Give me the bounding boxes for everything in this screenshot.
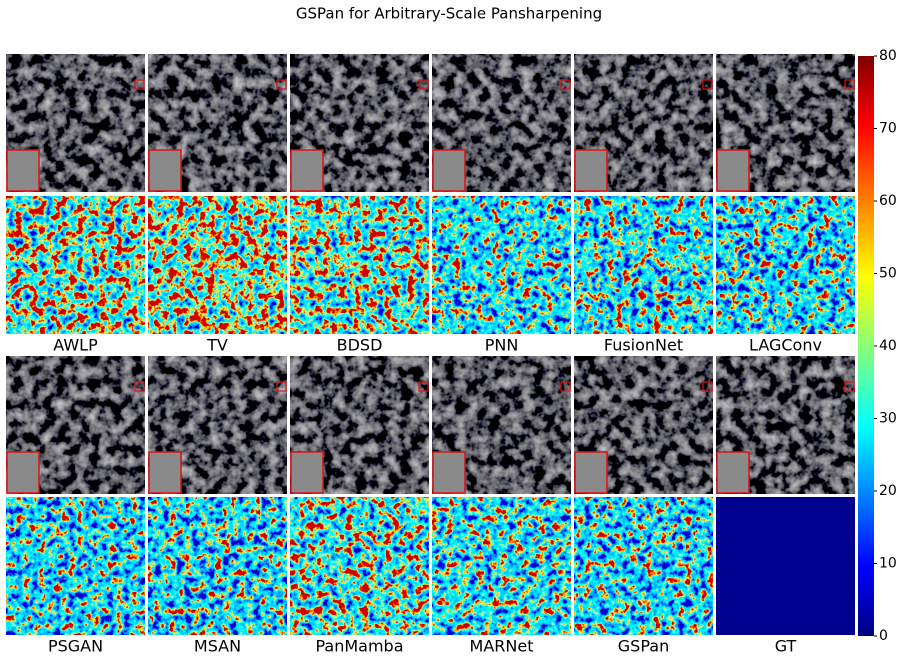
error-map	[148, 497, 287, 635]
method-label: FusionNet	[604, 336, 683, 355]
method-label: PSGAN	[48, 637, 103, 656]
zoom-box	[276, 79, 287, 90]
zoom-inset	[574, 451, 608, 494]
colorbar-tick-label: 50	[879, 266, 897, 282]
zoom-box	[560, 79, 571, 90]
error-map	[716, 196, 855, 334]
error-map	[290, 497, 429, 635]
colorbar-tick-label: 30	[879, 411, 897, 427]
colorbar-tick-label: 70	[879, 121, 897, 137]
zoom-inset	[148, 451, 182, 494]
zoom-box	[418, 381, 429, 392]
method-label: PanMamba	[315, 637, 403, 656]
zoom-box	[702, 381, 713, 392]
zoom-box	[276, 381, 287, 392]
error-map	[432, 497, 571, 635]
figure-title: GSPan for Arbitrary-Scale Pansharpening	[296, 5, 602, 23]
error-map	[290, 196, 429, 334]
zoom-inset	[432, 451, 466, 494]
method-label: GT	[775, 637, 797, 656]
method-label: LAGConv	[749, 336, 822, 355]
error-map	[6, 196, 145, 334]
zoom-inset	[6, 149, 40, 192]
zoom-inset	[716, 149, 750, 192]
method-label: TV	[206, 336, 228, 355]
zoom-inset	[432, 149, 466, 192]
panels: AWLP TV BDSD PNN FusionNet LAGConv PSGAN MSAN Pa…	[6, 54, 855, 656]
zoom-box	[134, 79, 145, 90]
zoom-box	[702, 79, 713, 90]
zoom-inset	[574, 149, 608, 192]
zoom-inset	[6, 451, 40, 494]
error-map	[716, 497, 855, 635]
error-map	[148, 196, 287, 334]
zoom-inset	[290, 149, 324, 192]
colorbar-tick-label: 40	[879, 338, 897, 354]
zoom-inset	[290, 451, 324, 494]
zoom-box	[134, 381, 145, 392]
colorbar-tick-label: 80	[879, 48, 897, 64]
zoom-box	[560, 381, 571, 392]
error-map	[432, 196, 571, 334]
zoom-box	[844, 79, 855, 90]
zoom-box	[418, 79, 429, 90]
method-label: MSAN	[194, 637, 241, 656]
zoom-inset	[148, 149, 182, 192]
method-label: PNN	[485, 336, 519, 355]
colorbar-tick-label: 0	[879, 628, 888, 644]
colorbar-tick-label: 20	[879, 483, 897, 499]
error-map	[574, 196, 713, 334]
method-label: BDSD	[337, 336, 383, 355]
method-label: GSPan	[618, 637, 669, 656]
zoom-box	[844, 381, 855, 392]
error-map	[6, 497, 145, 635]
zoom-inset	[716, 451, 750, 494]
method-label: AWLP	[53, 336, 98, 355]
method-label: MARNet	[470, 637, 534, 656]
colorbar-tick-label: 60	[879, 193, 897, 209]
error-map	[574, 497, 713, 635]
colorbar-tick-label: 10	[879, 556, 897, 572]
colorbar	[858, 56, 874, 636]
